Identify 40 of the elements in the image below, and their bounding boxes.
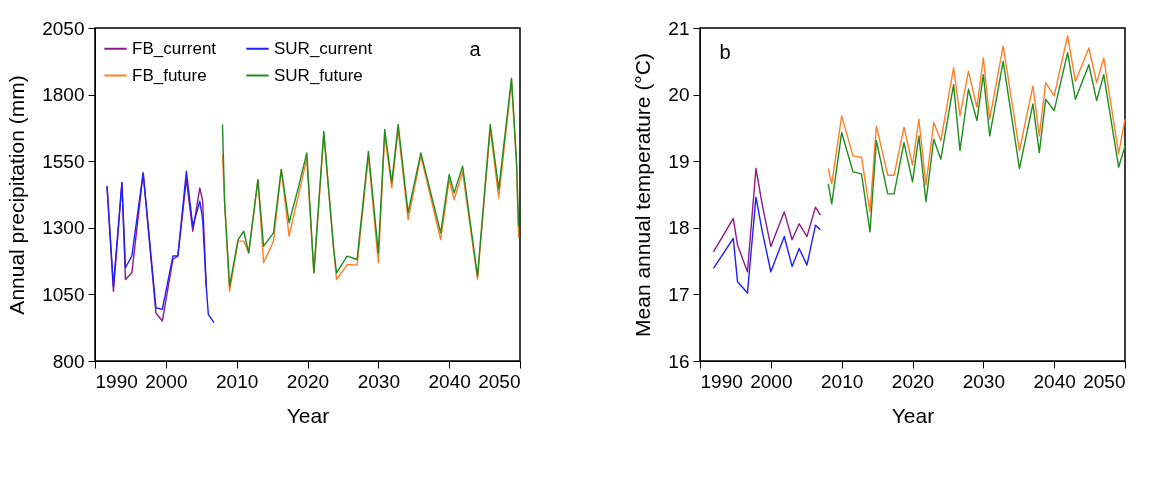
x-tick-label: 2050: [1083, 370, 1126, 392]
y-tick-label: 2050: [42, 17, 85, 39]
x-tick-label: 2050: [478, 370, 521, 392]
x-tick-label: 2040: [428, 370, 471, 392]
x-tick-label: 2020: [286, 370, 330, 392]
x-tick-label: 2040: [1033, 370, 1076, 392]
x-tick-label: 1990: [700, 370, 743, 392]
y-tick-label: 21: [668, 17, 690, 39]
y-tick-label: 17: [668, 283, 690, 305]
y-axis-title: Mean annual temperature (°C): [631, 53, 655, 337]
x-tick-label: 2030: [357, 370, 400, 392]
y-axis-title: Annual precipitation (mm): [5, 75, 29, 315]
y-tick-label: 16: [668, 350, 690, 372]
line-series: [712, 167, 822, 273]
y-tick-label: 1050: [42, 283, 85, 305]
x-axis-title: Year: [286, 403, 330, 427]
y-tick-label: 1300: [42, 217, 85, 239]
x-tick-label: 1990: [95, 370, 138, 392]
y-tick-label: 800: [52, 350, 85, 372]
x-tick-label: 2020: [891, 370, 935, 392]
x-tick-label: 2000: [750, 370, 793, 392]
line-series: [712, 196, 822, 294]
x-axis-title: Year: [891, 403, 935, 427]
line-series: [827, 35, 1126, 213]
legend-label: SUR_current: [274, 38, 373, 58]
annotation: a: [469, 38, 482, 60]
x-tick-label: 2030: [962, 370, 1005, 392]
x-tick-label: 2010: [216, 370, 259, 392]
y-tick-label: 1550: [42, 150, 85, 172]
x-tick-label: 2010: [821, 370, 864, 392]
y-tick-label: 1800: [42, 84, 85, 106]
y-tick-label: 18: [668, 217, 690, 239]
y-tick-label: 20: [668, 84, 690, 106]
x-tick-label: 2000: [145, 370, 188, 392]
legend-label: FB_current: [132, 38, 217, 58]
legend-label: FB_future: [132, 65, 207, 85]
legend-label: SUR_future: [274, 65, 363, 85]
y-tick-label: 19: [668, 150, 690, 172]
annotation: b: [719, 41, 731, 63]
line-series: [827, 51, 1126, 233]
